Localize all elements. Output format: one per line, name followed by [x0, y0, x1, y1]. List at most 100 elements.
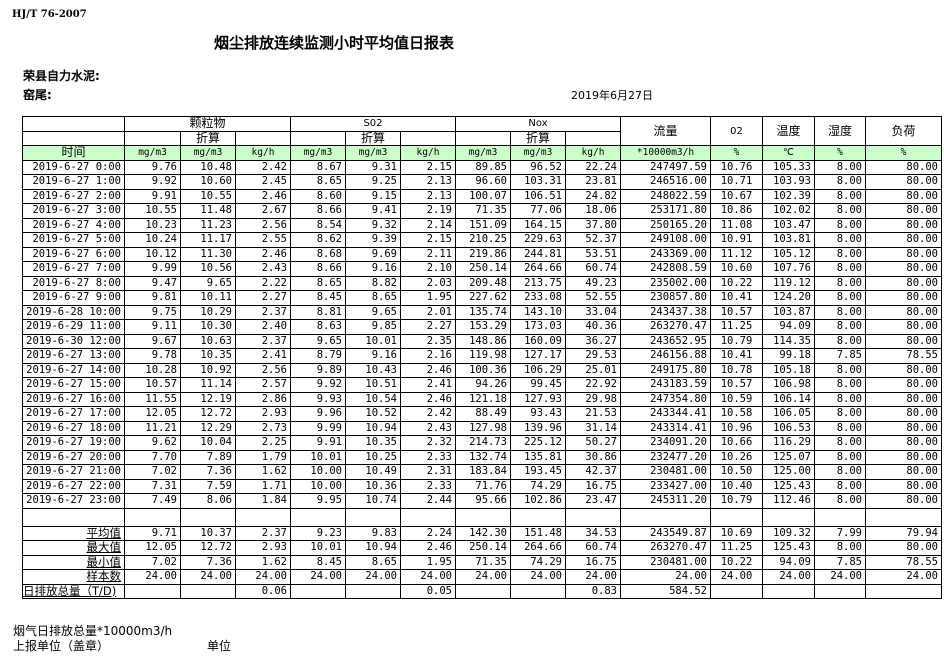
value-cell: 2.67 [235, 203, 291, 219]
stats-value: 9.23 [290, 525, 346, 541]
value-cell: 40.36 [565, 319, 621, 335]
value-cell: 9.65 [345, 304, 401, 320]
stats-value: 78.55 [865, 554, 942, 570]
stats-value: 94.09 [762, 554, 815, 570]
stats-value [710, 583, 763, 599]
value-cell: 2.73 [235, 420, 291, 436]
value-cell: 103.87 [762, 304, 815, 320]
value-cell: 8.60 [290, 188, 346, 204]
stats-value: 584.52 [620, 583, 711, 599]
value-cell: 173.03 [510, 319, 566, 335]
unit-cell: kg/h [565, 145, 621, 161]
value-cell: 2.37 [235, 304, 291, 320]
empty-cell [180, 507, 236, 527]
stats-value: 7.99 [814, 525, 866, 541]
value-cell: 30.86 [565, 449, 621, 465]
empty-cell [762, 507, 815, 527]
value-cell: 8.00 [814, 261, 866, 277]
value-cell: 106.51 [510, 188, 566, 204]
value-cell: 11.23 [180, 217, 236, 233]
value-cell: 8.00 [814, 377, 866, 393]
value-cell: 119.98 [455, 348, 511, 364]
empty-cell [865, 507, 942, 527]
value-cell: 80.00 [865, 304, 942, 320]
value-cell: 11.21 [124, 420, 181, 436]
value-cell: 2.19 [400, 203, 456, 219]
value-cell: 80.00 [865, 391, 942, 407]
value-cell: 9.15 [345, 188, 401, 204]
value-cell: 22.92 [565, 377, 621, 393]
value-cell: 2.13 [400, 174, 456, 190]
value-cell: 127.93 [510, 391, 566, 407]
value-cell: 10.40 [710, 478, 763, 494]
stats-value: 24.00 [400, 569, 456, 585]
value-cell: 8.00 [814, 174, 866, 190]
empty-cell [814, 507, 866, 527]
value-cell: 10.25 [345, 449, 401, 465]
value-cell: 50.27 [565, 435, 621, 451]
stats-value [180, 583, 236, 599]
value-cell: 1.79 [235, 449, 291, 465]
stats-value: 79.94 [865, 525, 942, 541]
value-cell: 10.00 [290, 478, 346, 494]
value-cell: 10.58 [710, 406, 763, 422]
value-cell: 247497.59 [620, 159, 711, 175]
value-cell: 235002.00 [620, 275, 711, 291]
value-cell: 10.57 [710, 304, 763, 320]
table-row: 2019-6-27 8:00 9.47 9.65 2.22 8.65 8.82 2.03 20… [22, 275, 942, 291]
value-cell: 233427.00 [620, 478, 711, 494]
value-cell: 1.71 [235, 478, 291, 494]
value-cell: 25.01 [565, 362, 621, 378]
value-cell: 2.42 [400, 406, 456, 422]
value-cell: 80.00 [865, 275, 942, 291]
value-cell: 89.85 [455, 159, 511, 175]
stats-row: 最小值 7.02 7.36 1.62 8.45 8.65 1.95 71.35 74.29 16.… [22, 554, 942, 570]
value-cell: 9.39 [345, 232, 401, 248]
value-cell: 10.01 [290, 449, 346, 465]
value-cell: 9.99 [290, 420, 346, 436]
header-converted: 折算 [510, 130, 566, 146]
value-cell: 233.08 [510, 290, 566, 306]
stats-value: 9.83 [345, 525, 401, 541]
stats-value: 10.22 [710, 554, 763, 570]
value-cell: 10.96 [710, 420, 763, 436]
value-cell: 209.48 [455, 275, 511, 291]
value-cell: 8.00 [814, 159, 866, 175]
value-cell: 7.02 [124, 464, 181, 480]
value-cell: 10.78 [710, 362, 763, 378]
header-converted: 折算 [345, 130, 401, 146]
value-cell: 2.25 [235, 435, 291, 451]
unit-cell: *10000m3/h [620, 145, 711, 161]
value-cell: 96.52 [510, 159, 566, 175]
value-cell: 10.60 [710, 261, 763, 277]
table-row: 2019-6-27 0:00 9.76 10.48 2.42 8.67 9.31 2.15 8… [22, 159, 942, 175]
stats-label: 样本数 [22, 569, 125, 585]
value-cell: 243437.38 [620, 304, 711, 320]
value-cell: 8.82 [345, 275, 401, 291]
stats-value: 74.29 [510, 554, 566, 570]
header-humidity: 湿度 [814, 116, 866, 146]
table-row: 2019-6-27 17:00 12.05 12.72 2.93 9.96 10.52 2.… [22, 406, 942, 422]
value-cell: 18.06 [565, 203, 621, 219]
value-cell: 2.43 [400, 420, 456, 436]
table-row: 2019-6-27 14:00 10.28 10.92 2.56 9.89 10.43 2.… [22, 362, 942, 378]
value-cell: 9.81 [124, 290, 181, 306]
unit-cell: % [814, 145, 866, 161]
value-cell: 8.00 [814, 420, 866, 436]
value-cell: 80.00 [865, 406, 942, 422]
value-cell: 31.14 [565, 420, 621, 436]
header-flow: 流量 [620, 116, 711, 146]
value-cell: 9.47 [124, 275, 181, 291]
value-cell: 8.00 [814, 275, 866, 291]
header-temp: 温度 [762, 116, 815, 146]
value-cell: 80.00 [865, 261, 942, 277]
value-cell: 37.80 [565, 217, 621, 233]
value-cell: 2.16 [400, 348, 456, 364]
time-cell: 2019-6-27 22:00 [22, 478, 125, 494]
time-cell: 2019-6-27 3:00 [22, 203, 125, 219]
value-cell: 10.41 [710, 290, 763, 306]
value-cell: 9.16 [345, 261, 401, 277]
value-cell: 80.00 [865, 203, 942, 219]
value-cell: 2.01 [400, 304, 456, 320]
value-cell: 10.51 [345, 377, 401, 393]
